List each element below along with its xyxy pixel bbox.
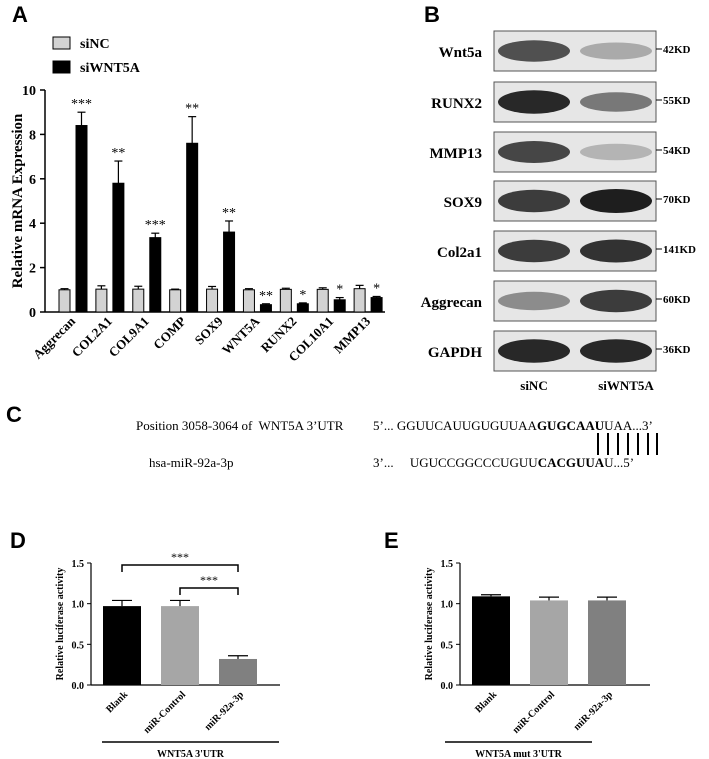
mirna-prefix: 3’... UGUCCGGCCCUGUU [373, 455, 538, 470]
comparison-bracket [179, 587, 239, 595]
blot-band [580, 189, 652, 213]
protein-label: RUNX2 [431, 96, 482, 112]
protein-label: SOX9 [444, 195, 482, 211]
size-label: 60KD [663, 294, 691, 306]
y-axis-label: Relative luciferase activity [424, 568, 435, 681]
significance-mark: *** [145, 218, 166, 233]
size-label: 54KD [663, 145, 691, 157]
significance-mark: ** [185, 102, 199, 117]
y-tick-label: 0 [29, 306, 36, 321]
y-tick-label: 8 [29, 128, 36, 143]
mirna-seed: CACGUUA [537, 455, 605, 470]
blot-band [580, 42, 652, 60]
blot-band [498, 239, 570, 263]
protein-label: Col2a1 [437, 245, 482, 261]
blot-band [580, 339, 652, 363]
size-label: 70KD [663, 194, 691, 206]
legend-swatch [52, 36, 71, 50]
y-axis-label: Relative luciferase activity [55, 568, 66, 681]
category-label: miR-Control [511, 689, 558, 736]
bar [472, 596, 510, 685]
size-label: 141KD [663, 244, 696, 256]
panel-label-d: D [10, 528, 26, 553]
lane-label: siWNT5A [598, 378, 654, 393]
size-label: 42KD [663, 44, 691, 56]
y-tick-label: 2 [29, 262, 36, 277]
mirna-label: hsa-miR-92a-3p [149, 455, 234, 470]
legend-label: siNC [80, 37, 110, 52]
blot-band [580, 289, 652, 313]
significance-mark: *** [71, 97, 92, 112]
blot-band [498, 189, 570, 213]
blot-band [498, 291, 570, 311]
y-tick-label: 10 [22, 84, 36, 99]
significance-mark: ** [222, 206, 236, 221]
significance-mark: ** [259, 289, 273, 304]
utr-seed: GUGCAAU [536, 418, 605, 433]
bar [588, 600, 626, 685]
blot-band [580, 239, 652, 263]
bar [530, 600, 568, 685]
significance-mark: * [336, 283, 343, 298]
category-label: Blank [473, 689, 499, 715]
size-label: 36KD [663, 344, 691, 356]
y-tick-label: 0.0 [441, 681, 454, 692]
y-tick-label: 1.0 [441, 600, 454, 611]
y-tick-label: 0.5 [441, 640, 454, 651]
category-label: miR-92a-3p [572, 689, 616, 733]
significance-mark: * [373, 281, 380, 296]
y-axis-label: Relative mRNA Expression [10, 113, 26, 288]
blot-band [498, 90, 570, 114]
protein-label: MMP13 [430, 146, 482, 162]
blot-band [498, 40, 570, 62]
blot-band [580, 92, 652, 112]
bar [103, 606, 141, 685]
y-tick-label: 0.5 [72, 640, 85, 651]
size-label: 55KD [663, 95, 691, 107]
significance-mark: *** [171, 550, 189, 564]
legend-swatch [52, 60, 71, 74]
y-tick-label: 1.5 [441, 559, 454, 570]
panel-label-a: A [12, 2, 28, 27]
mirna-suffix: U...5’ [604, 455, 635, 470]
panel-label-b: B [424, 2, 440, 27]
y-tick-label: 6 [29, 173, 36, 188]
y-tick-label: 1.0 [72, 600, 85, 611]
panel-label-e: E [384, 528, 399, 553]
protein-label: Wnt5a [439, 45, 483, 61]
x-axis-label: WNT5A 3'UTR [157, 749, 225, 759]
significance-mark: * [299, 288, 306, 303]
utr-sequence: 5’... GGUUCAUUGUGUUAAGUGCAAUUAA...3’ [373, 418, 653, 434]
y-tick-label: 4 [29, 217, 36, 232]
y-tick-label: 0.0 [72, 681, 85, 692]
mirna-sequence: 3’... UGUCCGGCCCUGUUCACGUUAU...5’ [373, 455, 634, 471]
protein-label: Aggrecan [421, 295, 483, 311]
y-tick-label: 1.5 [72, 559, 85, 570]
lane-label: siNC [520, 378, 547, 393]
blot-band [498, 141, 570, 163]
bar [219, 658, 257, 685]
utr-prefix: 5’... GGUUCAUUGUGUUAA [373, 418, 537, 433]
blot-band [498, 339, 570, 363]
x-axis-label: WNT5A mut 3'UTR [475, 749, 562, 759]
panel-label-c: C [6, 402, 22, 427]
significance-mark: *** [200, 573, 218, 587]
bar [161, 606, 199, 685]
blot-band [580, 143, 652, 161]
utr-suffix: UAA...3’ [604, 418, 653, 433]
protein-label: GAPDH [428, 345, 482, 361]
comparison-bracket [121, 564, 239, 572]
legend-label: siWNT5A [80, 61, 141, 76]
significance-mark: ** [111, 146, 125, 161]
utr-position-label: Position 3058-3064 of WNT5A 3’UTR [136, 418, 344, 433]
